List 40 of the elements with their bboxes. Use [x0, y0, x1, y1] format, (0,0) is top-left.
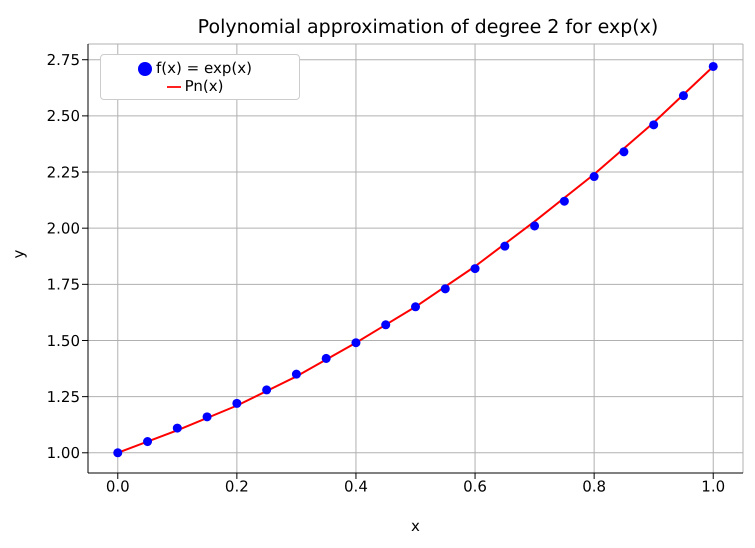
point — [322, 354, 331, 363]
point — [560, 196, 569, 206]
legend-label: Pn(x) — [184, 77, 224, 95]
point — [590, 172, 599, 182]
x-tick-label: 0.0 — [106, 478, 130, 496]
x-tick-label: 0.8 — [582, 478, 606, 496]
y-tick-label: 1.00 — [46, 444, 80, 462]
point — [530, 221, 540, 230]
point — [649, 120, 658, 130]
point — [143, 437, 152, 446]
point — [470, 264, 480, 274]
point — [292, 370, 301, 379]
x-tick-label: 0.4 — [344, 478, 368, 496]
y-tick-label: 2.50 — [46, 107, 80, 126]
x-tick-label: 0.6 — [463, 478, 487, 496]
y-tick-label: 2.00 — [46, 220, 80, 238]
y-tick-label: 1.50 — [46, 332, 80, 350]
point — [202, 412, 212, 422]
y-tick-label: 1.25 — [46, 388, 80, 406]
point — [232, 398, 242, 408]
x-tick-label: 1.0 — [701, 478, 726, 496]
point — [440, 284, 450, 294]
legend-label: f(x) = exp(x) — [156, 59, 252, 77]
point — [113, 448, 122, 458]
y-tick-label: 2.25 — [46, 163, 80, 182]
point — [500, 242, 510, 251]
y-tick-label: 2.75 — [46, 51, 80, 70]
x-tick-label: 0.2 — [224, 478, 249, 496]
point — [351, 338, 360, 348]
point — [262, 385, 272, 394]
x-axis-title: x — [411, 517, 420, 535]
y-tick-label: 1.75 — [46, 276, 80, 294]
chart-title: Polynomial approximation of degree 2 for exp(x) — [196, 16, 660, 38]
point — [678, 91, 688, 100]
point — [381, 320, 390, 330]
point — [172, 424, 182, 433]
point — [410, 302, 420, 312]
y-axis-title: y — [9, 250, 28, 258]
point — [708, 62, 718, 71]
point — [619, 147, 628, 156]
